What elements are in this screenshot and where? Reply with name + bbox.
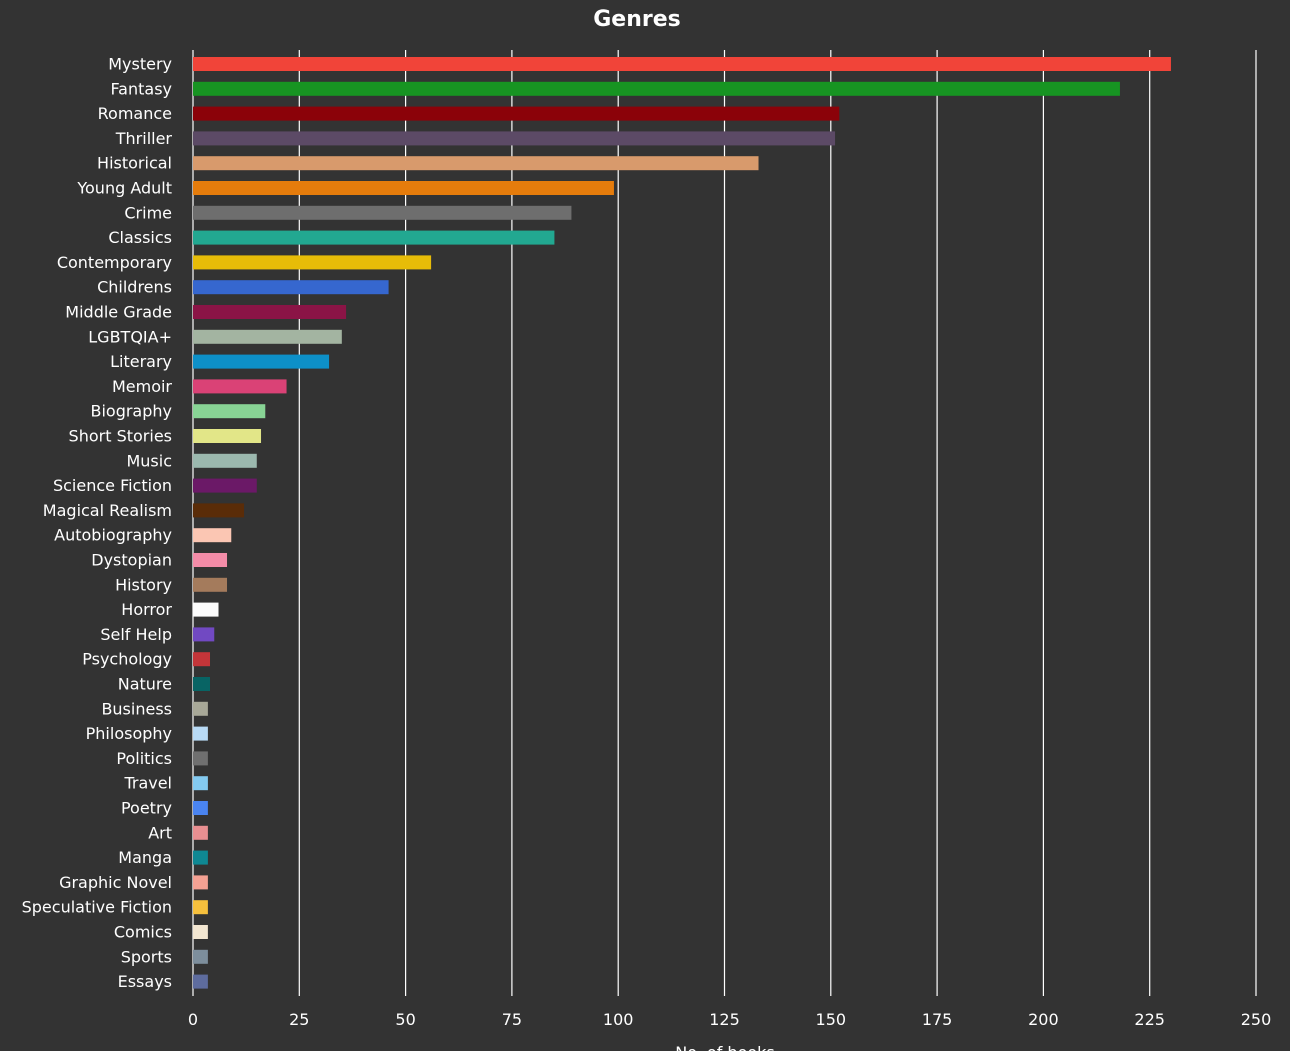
category-label: Graphic Novel xyxy=(59,873,172,892)
bar-nature[interactable] xyxy=(193,677,211,691)
bar-classics[interactable] xyxy=(193,230,555,245)
bar-science-fiction[interactable] xyxy=(193,478,257,493)
category-label: Nature xyxy=(118,675,172,694)
category-label: Essays xyxy=(118,972,172,991)
x-tick-label: 25 xyxy=(289,1010,309,1029)
bar-mystery[interactable] xyxy=(193,57,1171,71)
category-label: Self Help xyxy=(100,625,172,644)
category-label: Young Adult xyxy=(76,179,172,198)
x-tick-label: 175 xyxy=(922,1010,953,1029)
bar-history[interactable] xyxy=(193,577,228,592)
bar-fantasy[interactable] xyxy=(193,81,1120,96)
category-label: Psychology xyxy=(82,650,172,669)
bar-comics[interactable] xyxy=(193,925,208,939)
bar-music[interactable] xyxy=(193,453,257,468)
bar-psychology[interactable] xyxy=(193,652,211,667)
bar-historical[interactable] xyxy=(193,156,759,171)
category-label: Historical xyxy=(97,154,172,173)
category-label: Poetry xyxy=(121,799,172,818)
category-label: Mystery xyxy=(108,55,172,74)
category-label: Short Stories xyxy=(69,427,172,446)
category-label: Science Fiction xyxy=(53,476,172,495)
bar-graphic-novel[interactable] xyxy=(193,875,208,890)
category-label: Sports xyxy=(121,947,172,966)
category-label: Business xyxy=(101,699,172,718)
category-label: Memoir xyxy=(112,377,172,396)
category-label: Fantasy xyxy=(110,79,172,98)
category-label: Thriller xyxy=(115,129,173,148)
bar-contemporary[interactable] xyxy=(193,255,432,270)
bar-literary[interactable] xyxy=(193,354,330,369)
bar-middle-grade[interactable] xyxy=(193,305,347,319)
category-label: LGBTQIA+ xyxy=(88,327,172,346)
bar-sports[interactable] xyxy=(193,949,208,964)
bar-memoir[interactable] xyxy=(193,379,287,394)
bar-young-adult[interactable] xyxy=(193,181,614,195)
bar-philosophy[interactable] xyxy=(193,726,208,741)
category-label: Politics xyxy=(116,749,172,768)
category-label: Autobiography xyxy=(54,526,172,545)
category-label: Manga xyxy=(118,848,172,867)
bar-horror[interactable] xyxy=(193,602,219,617)
x-tick-label: 250 xyxy=(1241,1010,1272,1029)
bar-dystopian[interactable] xyxy=(193,553,228,567)
x-tick-label: 0 xyxy=(188,1010,198,1029)
category-label: Childrens xyxy=(97,278,172,297)
category-label: Romance xyxy=(98,104,172,123)
x-tick-label: 75 xyxy=(502,1010,522,1029)
x-tick-label: 100 xyxy=(603,1010,634,1029)
bar-crime[interactable] xyxy=(193,205,572,220)
x-tick-label: 200 xyxy=(1028,1010,1059,1029)
category-label: Contemporary xyxy=(57,253,172,272)
category-label: History xyxy=(115,575,172,594)
x-tick-label: 225 xyxy=(1134,1010,1165,1029)
category-label: Art xyxy=(148,823,172,842)
bar-manga[interactable] xyxy=(193,850,208,865)
category-label: Comics xyxy=(114,923,172,942)
bar-travel[interactable] xyxy=(193,776,208,791)
category-label: Horror xyxy=(121,600,172,619)
bar-childrens[interactable] xyxy=(193,280,389,295)
x-axis-title: No. of books xyxy=(675,1043,775,1051)
bar-magical-realism[interactable] xyxy=(193,503,245,518)
category-label: Crime xyxy=(124,203,172,222)
category-label: Speculative Fiction xyxy=(22,898,172,917)
x-tick-label: 150 xyxy=(816,1010,847,1029)
category-label: Magical Realism xyxy=(43,501,172,520)
bar-romance[interactable] xyxy=(193,106,840,121)
bar-biography[interactable] xyxy=(193,404,266,419)
bar-poetry[interactable] xyxy=(193,801,208,815)
bar-thriller[interactable] xyxy=(193,131,836,146)
category-label: Classics xyxy=(108,228,172,247)
bar-politics[interactable] xyxy=(193,751,208,766)
chart-title: Genres xyxy=(593,7,681,32)
category-label: Philosophy xyxy=(86,724,172,743)
category-label: Travel xyxy=(123,774,172,793)
category-label: Music xyxy=(126,451,172,470)
bar-business[interactable] xyxy=(193,701,208,716)
x-tick-label: 50 xyxy=(395,1010,415,1029)
x-tick-label: 125 xyxy=(709,1010,740,1029)
category-label: Middle Grade xyxy=(65,303,172,322)
x-tick-labels: 0 25 50 75 100 125 150 175 200 225 250 xyxy=(188,1010,1271,1029)
category-label: Dystopian xyxy=(91,551,172,570)
bar-lgbtqia-[interactable] xyxy=(193,329,342,344)
bar-essays[interactable] xyxy=(193,974,208,989)
category-label: Literary xyxy=(110,352,172,371)
bar-art[interactable] xyxy=(193,825,208,840)
bar-autobiography[interactable] xyxy=(193,528,232,543)
bars xyxy=(193,57,1171,989)
bar-self-help[interactable] xyxy=(193,627,215,642)
bar-short-stories[interactable] xyxy=(193,429,262,443)
bar-speculative-fiction[interactable] xyxy=(193,900,208,915)
category-label: Biography xyxy=(90,402,172,421)
category-labels: Mystery Fantasy Romance Thriller Historical Y… xyxy=(22,55,173,992)
